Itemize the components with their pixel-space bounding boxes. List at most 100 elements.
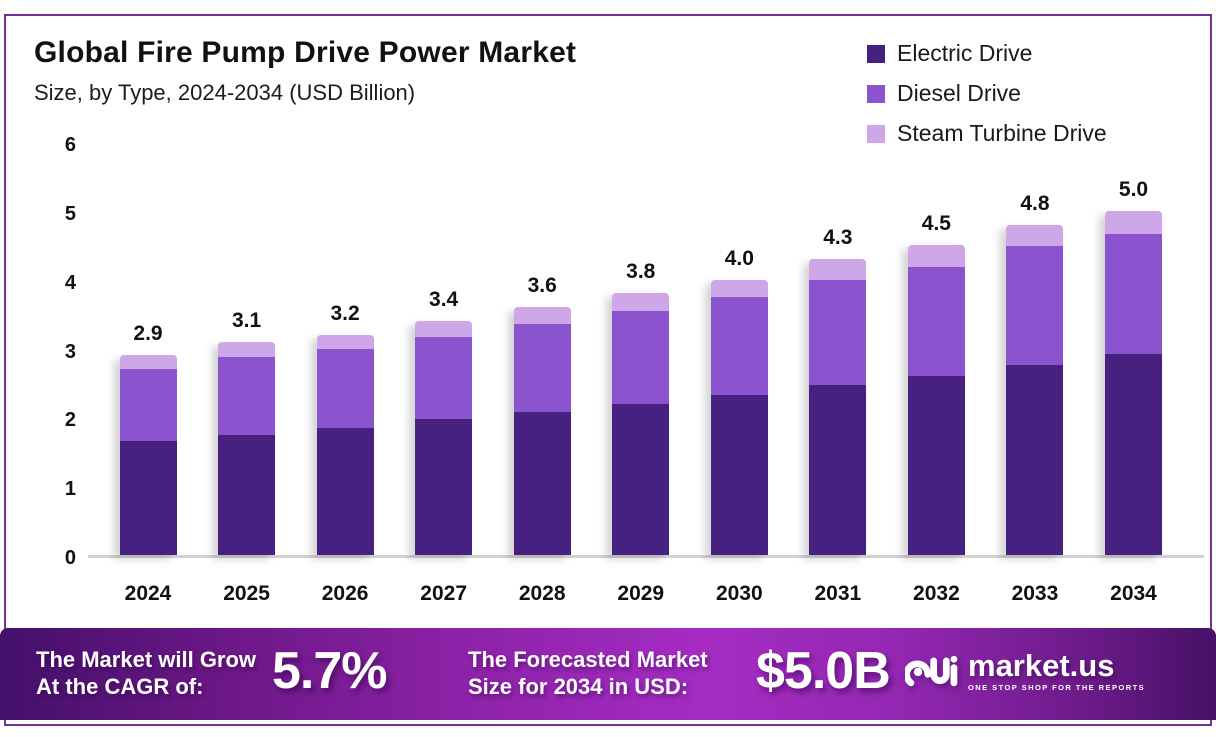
bar-2025 xyxy=(218,341,276,555)
segment-diesel-drive-2032 xyxy=(907,266,965,377)
segment-electric-drive-2033 xyxy=(1006,365,1064,555)
segment-steam-turbine-drive-2027 xyxy=(415,320,473,337)
x-tick-label-2024: 2024 xyxy=(124,582,172,605)
bar-2032 xyxy=(907,245,965,555)
y-tick-label: 4 xyxy=(64,271,76,294)
cagr-label-line2: At the CAGR of: xyxy=(36,674,204,699)
segment-diesel-drive-2031 xyxy=(809,280,867,385)
x-tick-label-2025: 2025 xyxy=(223,582,270,605)
segment-electric-drive-2032 xyxy=(907,376,965,555)
segment-diesel-drive-2024 xyxy=(119,369,177,442)
y-tick-label: 2 xyxy=(64,409,76,432)
segment-electric-drive-2024 xyxy=(119,441,177,555)
x-tick-label-2032: 2032 xyxy=(913,582,960,605)
plot-area: 0 1 2 3 4 5 6 2.9 2024 3.1 2025 3.2 2026 3.4 2027 3.6 20… xyxy=(65,134,1204,605)
bar-2030 xyxy=(710,279,768,555)
forecast-label-line1: The Forecasted Market xyxy=(468,647,708,672)
legend-item-steam-turbine-drive: Steam Turbine Drive xyxy=(867,120,1107,147)
legend: Electric Drive Diesel Drive Steam Turbin… xyxy=(867,40,1107,147)
legend-item-electric-drive: Electric Drive xyxy=(867,40,1107,67)
legend-label: Diesel Drive xyxy=(897,80,1021,106)
x-tick-label-2033: 2033 xyxy=(1011,582,1059,605)
segment-electric-drive-2029 xyxy=(612,403,670,555)
bar-total-label-2033: 4.8 xyxy=(1020,191,1050,215)
bar-total-label-2031: 4.3 xyxy=(823,226,853,250)
forecast-label: The Forecasted Market Size for 2034 in U… xyxy=(468,646,708,700)
segment-diesel-drive-2029 xyxy=(612,311,670,404)
legend-swatch-steam-turbine-drive xyxy=(867,124,885,143)
x-tick-label-2026: 2026 xyxy=(321,582,369,605)
segment-steam-turbine-drive-2028 xyxy=(513,307,571,324)
bar-2031 xyxy=(809,259,867,555)
footer-banner: The Market will Grow At the CAGR of: 5.7… xyxy=(0,628,1216,720)
bar-total-label-2034: 5.0 xyxy=(1118,177,1149,201)
segment-diesel-drive-2025 xyxy=(218,356,276,435)
segment-steam-turbine-drive-2024 xyxy=(119,355,177,370)
x-tick-label-2031: 2031 xyxy=(814,582,862,605)
segment-diesel-drive-2028 xyxy=(513,323,571,412)
brand-name: market.us xyxy=(968,648,1115,683)
segment-steam-turbine-drive-2030 xyxy=(710,279,768,297)
x-tick-label-2034: 2034 xyxy=(1110,582,1157,605)
cagr-label-line1: The Market will Grow xyxy=(36,647,257,672)
legend-swatch-diesel-drive xyxy=(867,84,885,103)
y-tick-label: 6 xyxy=(64,134,76,156)
legend-label: Electric Drive xyxy=(897,40,1033,66)
bar-total-label-2027: 3.4 xyxy=(429,287,459,311)
segment-electric-drive-2028 xyxy=(513,411,571,555)
bar-total-label-2029: 3.8 xyxy=(626,260,656,284)
segment-steam-turbine-drive-2026 xyxy=(316,334,374,349)
segment-electric-drive-2026 xyxy=(316,427,374,555)
bar-2034 xyxy=(1105,210,1162,555)
segment-steam-turbine-drive-2032 xyxy=(907,245,965,267)
forecast-value: $5.0B xyxy=(756,642,891,700)
bar-2026 xyxy=(316,334,374,555)
y-tick-label: 5 xyxy=(64,202,76,225)
segment-electric-drive-2025 xyxy=(218,434,276,555)
bar-2028 xyxy=(513,307,571,555)
market-us-logo-icon xyxy=(905,655,958,687)
cagr-label: The Market will Grow At the CAGR of: xyxy=(36,646,256,700)
bar-2027 xyxy=(415,320,473,555)
cagr-value: 5.7% xyxy=(272,642,388,700)
chart-subtitle: Size, by Type, 2024-2034 (USD Billion) xyxy=(34,80,416,105)
x-tick-label-2030: 2030 xyxy=(715,582,763,605)
segment-diesel-drive-2026 xyxy=(316,348,374,428)
bar-total-label-2030: 4.0 xyxy=(724,246,754,270)
bar-2033 xyxy=(1006,224,1064,555)
segment-diesel-drive-2034 xyxy=(1105,233,1162,355)
segment-steam-turbine-drive-2034 xyxy=(1105,210,1162,234)
x-tick-label-2028: 2028 xyxy=(518,582,566,605)
segment-electric-drive-2027 xyxy=(415,419,473,555)
bar-total-label-2026: 3.2 xyxy=(330,301,360,325)
segment-diesel-drive-2033 xyxy=(1006,245,1064,366)
segment-steam-turbine-drive-2029 xyxy=(612,293,670,312)
legend-item-diesel-drive: Diesel Drive xyxy=(867,80,1107,107)
segment-electric-drive-2034 xyxy=(1105,354,1162,555)
bar-total-label-2032: 4.5 xyxy=(921,212,951,236)
segment-diesel-drive-2030 xyxy=(710,296,768,396)
brand-logo: market.us ONE STOP SHOP FOR THE REPORTS xyxy=(905,650,1145,692)
legend-label: Steam Turbine Drive xyxy=(897,120,1107,146)
segment-steam-turbine-drive-2033 xyxy=(1006,224,1064,246)
segment-electric-drive-2030 xyxy=(710,395,768,555)
x-tick-label-2027: 2027 xyxy=(420,582,467,605)
segment-diesel-drive-2027 xyxy=(415,336,473,420)
segment-steam-turbine-drive-2025 xyxy=(218,341,276,357)
brand-text: market.us ONE STOP SHOP FOR THE REPORTS xyxy=(968,648,1146,693)
y-tick-label: 0 xyxy=(64,547,76,569)
y-tick-label: 3 xyxy=(64,340,76,363)
forecast-label-line2: Size for 2034 in USD: xyxy=(468,674,689,699)
segment-steam-turbine-drive-2031 xyxy=(809,259,867,281)
page-title: Global Fire Pump Drive Power Market xyxy=(34,36,577,69)
bar-2024 xyxy=(119,355,177,555)
bar-total-label-2025: 3.1 xyxy=(231,308,262,332)
bar-total-label-2024: 2.9 xyxy=(133,322,163,346)
legend-swatch-electric-drive xyxy=(867,44,885,63)
brand-tagline: ONE STOP SHOP FOR THE REPORTS xyxy=(968,683,1146,692)
x-tick-label-2029: 2029 xyxy=(617,582,665,605)
bar-total-label-2028: 3.6 xyxy=(527,274,557,298)
segment-electric-drive-2031 xyxy=(809,384,867,555)
y-tick-label: 1 xyxy=(64,478,76,501)
